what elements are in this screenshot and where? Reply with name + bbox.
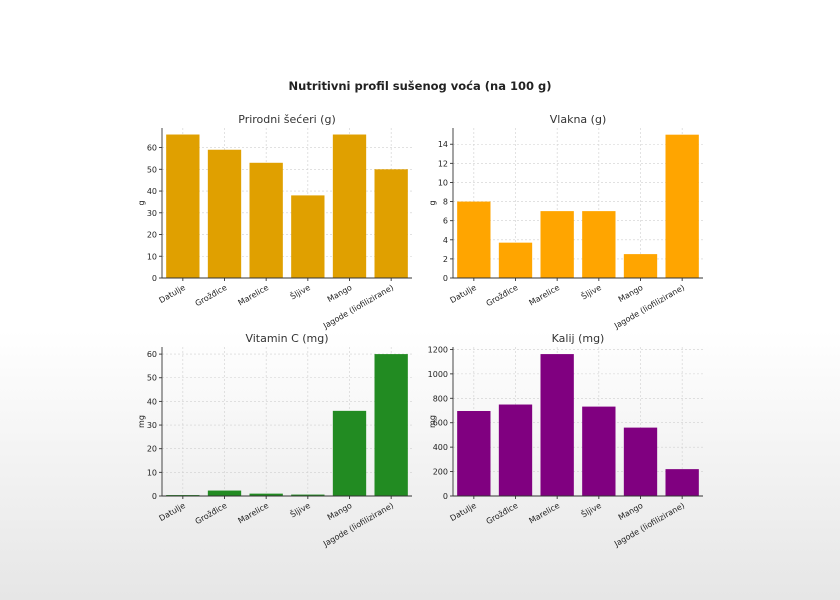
x-tick-label: Datulje xyxy=(158,283,187,305)
bar xyxy=(457,410,491,496)
bar xyxy=(249,493,283,496)
y-tick-label: 6 xyxy=(443,217,448,226)
x-tick-label: Šljive xyxy=(579,281,603,301)
figure-title: Nutritivni profil sušenog voća (na 100 g… xyxy=(289,79,552,93)
x-tick-label: Jagode (liofilizirane) xyxy=(612,501,686,549)
panel-vlakna: Vlakna (g) g 0 2 4 6 8 10 12 14 Datulje Grožđice M… xyxy=(428,113,703,331)
x-tick-label: Mango xyxy=(326,283,354,304)
y-tick-label: 0 xyxy=(443,274,448,283)
y-axis-label: mg xyxy=(428,415,437,428)
bar xyxy=(207,149,242,278)
bar xyxy=(623,254,658,278)
y-tick-label: 200 xyxy=(433,468,448,477)
x-tick-label: Grožđice xyxy=(194,501,229,526)
bar xyxy=(332,410,367,496)
y-tick-label: 20 xyxy=(147,445,157,454)
panel-title: Vitamin C (mg) xyxy=(245,332,328,345)
panel-kalij: Kalij (mg) mg 0 200 400 600 800 1000 1200 Datul… xyxy=(428,332,703,549)
bar xyxy=(540,211,574,278)
x-tick-label: Marelice xyxy=(237,501,271,526)
y-tick-label: 10 xyxy=(147,252,157,261)
y-tick-label: 50 xyxy=(147,374,157,383)
bar xyxy=(291,195,325,278)
panel-title: Kalij (mg) xyxy=(552,332,605,345)
y-tick-label: 40 xyxy=(147,187,157,196)
x-tick-label: Jagode (liofilizirane) xyxy=(321,501,395,549)
x-tick-label: Grožđice xyxy=(194,283,229,308)
x-tick-label: Mango xyxy=(617,283,645,304)
bar xyxy=(332,134,367,278)
y-axis-label: g xyxy=(428,200,437,205)
bar xyxy=(291,494,325,496)
bar xyxy=(207,490,242,496)
y-axis-label: g xyxy=(137,200,146,205)
x-tick-label: Šljive xyxy=(288,281,312,301)
y-tick-label: 0 xyxy=(443,492,448,501)
x-tick-label: Mango xyxy=(617,501,645,522)
y-tick-label: 4 xyxy=(443,236,448,245)
y-tick-label: 800 xyxy=(433,394,448,403)
panel-prirodni-seceri: Prirodni šećeri (g) g 0 10 20 30 40 50 60 Datul… xyxy=(137,113,412,331)
bar xyxy=(540,354,574,496)
x-tick-label: Jagode (liofilizirane) xyxy=(612,283,686,331)
bar xyxy=(166,134,200,278)
bar xyxy=(249,162,283,278)
y-tick-label: 10 xyxy=(147,468,157,477)
y-tick-label: 10 xyxy=(438,178,448,187)
y-tick-label: 20 xyxy=(147,231,157,240)
x-tick-label: Mango xyxy=(326,501,354,522)
bar xyxy=(374,354,408,496)
y-tick-label: 40 xyxy=(147,397,157,406)
x-tick-label: Marelice xyxy=(528,283,562,308)
y-tick-label: 60 xyxy=(147,144,157,153)
x-tick-label: Marelice xyxy=(528,501,562,526)
y-tick-label: 14 xyxy=(438,140,448,149)
y-tick-label: 0 xyxy=(152,492,157,501)
bar xyxy=(374,169,408,278)
y-tick-label: 60 xyxy=(147,350,157,359)
bar xyxy=(457,201,491,278)
y-tick-label: 12 xyxy=(438,159,448,168)
y-tick-label: 30 xyxy=(147,421,157,430)
bar xyxy=(498,404,533,496)
x-tick-label: Grožđice xyxy=(485,501,520,526)
x-tick-label: Jagode (liofilizirane) xyxy=(321,283,395,331)
panel-title: Prirodni šećeri (g) xyxy=(238,113,336,126)
y-tick-label: 2 xyxy=(443,255,448,264)
bar xyxy=(498,242,533,278)
y-tick-label: 1200 xyxy=(428,345,448,354)
x-tick-label: Grožđice xyxy=(485,283,520,308)
y-axis-label: mg xyxy=(137,415,146,428)
panel-title: Vlakna (g) xyxy=(550,113,606,126)
x-tick-label: Datulje xyxy=(158,501,187,523)
y-tick-label: 600 xyxy=(433,419,448,428)
y-tick-label: 50 xyxy=(147,165,157,174)
bar xyxy=(166,495,200,496)
y-tick-label: 1000 xyxy=(428,370,448,379)
bar xyxy=(623,427,658,496)
y-tick-label: 0 xyxy=(152,274,157,283)
bar xyxy=(582,211,616,278)
x-tick-label: Šljive xyxy=(579,499,603,519)
x-tick-label: Datulje xyxy=(449,283,478,305)
x-tick-label: Marelice xyxy=(237,283,271,308)
panel-vitamin-c: Vitamin C (mg) mg 0 10 20 30 40 50 60 Datulje Gr… xyxy=(137,332,412,549)
x-tick-label: Šljive xyxy=(288,499,312,519)
x-tick-label: Datulje xyxy=(449,501,478,523)
bar xyxy=(665,469,699,496)
bar xyxy=(665,134,699,278)
bar xyxy=(582,406,616,496)
y-tick-label: 30 xyxy=(147,209,157,218)
y-tick-label: 8 xyxy=(443,198,448,207)
y-tick-label: 400 xyxy=(433,443,448,452)
